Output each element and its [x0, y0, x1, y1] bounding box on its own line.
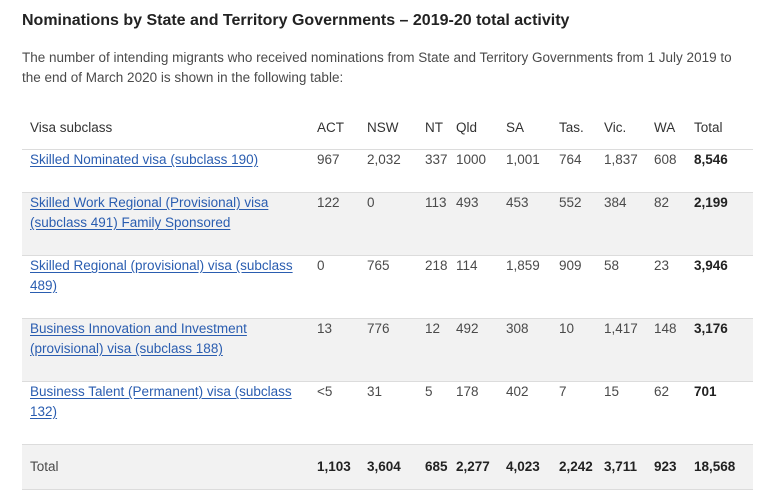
total-cell: 2,277	[456, 444, 506, 490]
table-cell: 493	[456, 192, 506, 256]
row-total-cell: 2,199	[694, 192, 753, 256]
header-vic: Vic.	[604, 106, 654, 150]
table-cell: 1,001	[506, 149, 559, 193]
table-cell: 402	[506, 381, 559, 445]
table-row: Skilled Nominated visa (subclass 190) 96…	[22, 149, 753, 193]
header-act: ACT	[317, 106, 367, 150]
total-cell: 4,023	[506, 444, 559, 490]
total-cell: 923	[654, 444, 694, 490]
total-cell: 1,103	[317, 444, 367, 490]
table-cell: 58	[604, 255, 654, 319]
table-cell: 1,859	[506, 255, 559, 319]
table-cell: 15	[604, 381, 654, 445]
table-cell: 218	[425, 255, 456, 319]
row-total-cell: 3,176	[694, 318, 753, 382]
header-total: Total	[694, 106, 753, 150]
visa-cell: Skilled Work Regional (Provisional) visa…	[22, 192, 317, 256]
table-cell: <5	[317, 381, 367, 445]
table-cell: 764	[559, 149, 604, 193]
table-cell: 0	[317, 255, 367, 319]
visa-link[interactable]: Business Talent (Permanent) visa (subcla…	[30, 384, 292, 419]
table-cell: 384	[604, 192, 654, 256]
table-row: Skilled Regional (provisional) visa (sub…	[22, 255, 753, 319]
table-cell: 0	[367, 192, 425, 256]
nominations-table: Visa subclass ACT NSW NT Qld SA Tas. Vic…	[22, 106, 753, 490]
visa-link[interactable]: Skilled Work Regional (Provisional) visa…	[30, 195, 269, 230]
total-cell: 685	[425, 444, 456, 490]
table-cell: 909	[559, 255, 604, 319]
table-cell: 1,417	[604, 318, 654, 382]
table-cell: 308	[506, 318, 559, 382]
visa-cell: Skilled Nominated visa (subclass 190)	[22, 149, 317, 193]
row-total-cell: 3,946	[694, 255, 753, 319]
table-cell: 31	[367, 381, 425, 445]
table-cell: 453	[506, 192, 559, 256]
header-qld: Qld	[456, 106, 506, 150]
table-cell: 1000	[456, 149, 506, 193]
table-cell: 1,837	[604, 149, 654, 193]
table-cell: 13	[317, 318, 367, 382]
total-row: Total 1,103 3,604 685 2,277 4,023 2,242 …	[22, 444, 753, 490]
table-cell: 552	[559, 192, 604, 256]
table-cell: 12	[425, 318, 456, 382]
table-header-row: Visa subclass ACT NSW NT Qld SA Tas. Vic…	[22, 106, 753, 150]
visa-link[interactable]: Skilled Regional (provisional) visa (sub…	[30, 258, 293, 293]
total-cell: 3,604	[367, 444, 425, 490]
table-cell: 10	[559, 318, 604, 382]
table-cell: 492	[456, 318, 506, 382]
table-cell: 62	[654, 381, 694, 445]
intro-paragraph: The number of intending migrants who rec…	[22, 50, 732, 85]
table-cell: 5	[425, 381, 456, 445]
grand-total-cell: 18,568	[694, 444, 753, 490]
table-cell: 7	[559, 381, 604, 445]
table-cell: 23	[654, 255, 694, 319]
table-cell: 337	[425, 149, 456, 193]
table-cell: 114	[456, 255, 506, 319]
table-cell: 82	[654, 192, 694, 256]
table-cell: 765	[367, 255, 425, 319]
header-nt: NT	[425, 106, 456, 150]
header-sa: SA	[506, 106, 559, 150]
table-cell: 2,032	[367, 149, 425, 193]
table-row: Business Talent (Permanent) visa (subcla…	[22, 381, 753, 445]
table-cell: 148	[654, 318, 694, 382]
table-cell: 776	[367, 318, 425, 382]
header-wa: WA	[654, 106, 694, 150]
table-cell: 608	[654, 149, 694, 193]
total-cell: 3,711	[604, 444, 654, 490]
visa-cell: Skilled Regional (provisional) visa (sub…	[22, 255, 317, 319]
header-nsw: NSW	[367, 106, 425, 150]
table-row: Business Innovation and Investment (prov…	[22, 318, 753, 382]
total-label: Total	[22, 444, 317, 490]
page-title: Nominations by State and Territory Gover…	[22, 12, 570, 29]
header-tas: Tas.	[559, 106, 604, 150]
table-cell: 178	[456, 381, 506, 445]
table-cell: 113	[425, 192, 456, 256]
visa-link[interactable]: Skilled Nominated visa (subclass 190)	[30, 152, 259, 167]
table-cell: 967	[317, 149, 367, 193]
header-visa-subclass: Visa subclass	[22, 106, 317, 150]
table-row: Skilled Work Regional (Provisional) visa…	[22, 192, 753, 256]
row-total-cell: 701	[694, 381, 753, 445]
visa-cell: Business Talent (Permanent) visa (subcla…	[22, 381, 317, 445]
total-cell: 2,242	[559, 444, 604, 490]
table-cell: 122	[317, 192, 367, 256]
visa-cell: Business Innovation and Investment (prov…	[22, 318, 317, 382]
row-total-cell: 8,546	[694, 149, 753, 193]
visa-link[interactable]: Business Innovation and Investment (prov…	[30, 321, 247, 356]
